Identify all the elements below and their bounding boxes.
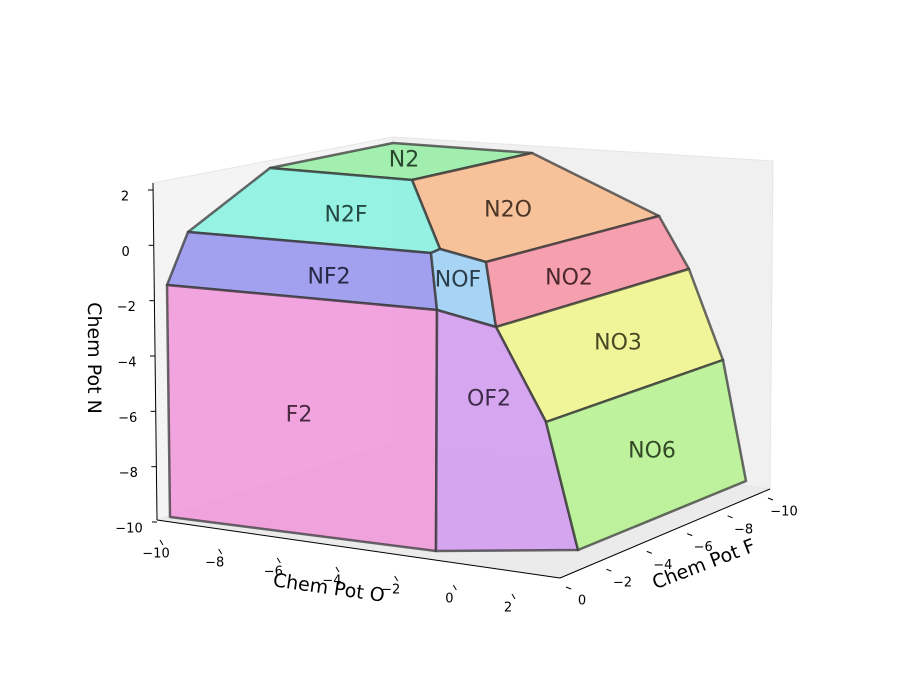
region-label-n2: N2 — [389, 148, 419, 173]
region-label-no2: NO2 — [545, 266, 593, 291]
region-label-n2o: N2O — [484, 198, 532, 223]
y-axis-tick-label: −2 — [613, 576, 632, 591]
y-axis-tick-label: −6 — [694, 540, 713, 555]
y-axis-tick-label: 0 — [578, 594, 586, 609]
x-axis-tick — [218, 548, 223, 555]
region-label-nof: NOF — [435, 268, 481, 293]
z-axis-tick-label: −4 — [117, 356, 136, 371]
z-axis-label: Chem Pot N — [83, 302, 105, 414]
x-axis-tick-label: 0 — [445, 592, 453, 607]
region-label-of2: OF2 — [467, 387, 511, 412]
x-axis-tick — [452, 584, 457, 591]
region-label-no3: NO3 — [594, 331, 642, 356]
x-axis-tick-label: −8 — [205, 556, 224, 571]
y-axis-tick-label: −10 — [770, 505, 797, 520]
z-axis-tick-label: −8 — [119, 466, 138, 481]
region-label-f2: F2 — [286, 403, 313, 428]
region-label-nf2: NF2 — [307, 265, 350, 290]
x-axis-tick-label: −4 — [322, 574, 341, 589]
x-axis-tick-label: 2 — [504, 601, 512, 616]
y-axis-tick — [687, 533, 693, 537]
y-axis-tick — [646, 550, 652, 554]
z-axis-tick-label: 2 — [121, 190, 129, 205]
facet-no6 — [544, 358, 748, 552]
x-axis-tick — [335, 566, 340, 573]
y-axis-tick — [727, 515, 733, 519]
y-axis-tick-label: −4 — [653, 558, 672, 573]
x-axis-tick — [159, 539, 164, 546]
z-axis-tick-label: −2 — [117, 300, 136, 315]
z-axis-tick-label: −10 — [115, 522, 142, 537]
y-axis-tick-label: −8 — [734, 522, 753, 537]
region-label-n2f: N2F — [324, 203, 367, 228]
y-axis-tick — [606, 568, 612, 572]
region-label-no6: NO6 — [628, 439, 676, 464]
x-axis-tick — [511, 593, 516, 600]
y-axis-tick — [767, 497, 774, 501]
y-axis-tick — [565, 586, 572, 590]
z-axis-tick-label: −6 — [118, 411, 137, 426]
region-facets — [165, 141, 748, 553]
x-axis-tick-label: −10 — [142, 547, 169, 562]
z-axis-tick-label: 0 — [122, 245, 130, 260]
x-axis-tick-label: −6 — [264, 565, 283, 580]
x-axis-tick — [394, 575, 399, 582]
region-labels: N2 N2O N2F NF2 NOF NO2 NO3 F2 OF2 NO6 — [286, 148, 676, 464]
z-axis: 2 0 −2 −4 −6 −8 −10 Chem Pot N — [83, 182, 158, 537]
x-axis-tick — [276, 557, 281, 564]
x-axis-tick-label: −2 — [381, 583, 400, 598]
